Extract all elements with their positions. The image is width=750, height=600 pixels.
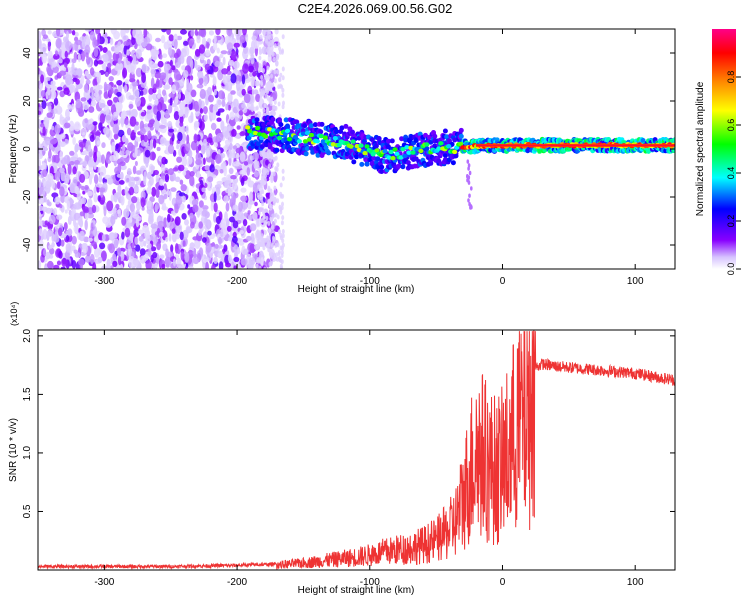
x-tick-label: 100 — [627, 577, 644, 588]
snr-y-ticks: 0.5 1.0 1.5 2.0 — [22, 328, 675, 518]
x-tick-label: 0 — [500, 577, 506, 588]
snr-y-multiplier: (x10⁴) — [9, 302, 19, 326]
colorbar-tick-label: 0.2 — [726, 215, 736, 228]
y-tick-label: 0.5 — [22, 504, 33, 518]
x-tick-label: -100 — [360, 276, 380, 287]
colorbar-tick-label: 0.8 — [726, 71, 736, 84]
y-tick-label: 2.0 — [22, 328, 33, 342]
spectrogram-y-label: Frequency (Hz) — [8, 115, 19, 184]
spectrogram-x-ticks: -300 -200 -100 0 100 — [94, 29, 644, 287]
snr-frame — [37, 329, 676, 571]
x-tick-label: -200 — [227, 276, 247, 287]
colorbar-tick-label: 0.6 — [726, 119, 736, 132]
spectrogram-y-ticks: -40 -20 0 20 40 — [22, 47, 675, 252]
x-tick-label: -100 — [360, 577, 380, 588]
spectrogram-heatmap — [38, 29, 675, 269]
x-tick-label: -300 — [94, 276, 114, 287]
colorbar-tick-label: 0.0 — [726, 263, 736, 276]
x-tick-label: 0 — [500, 276, 506, 287]
spectrogram-x-label: Height of straight line (km) — [298, 284, 415, 295]
snr-x-ticks: -300 -200 -100 0 100 — [94, 330, 644, 588]
y-tick-label: 40 — [22, 47, 33, 59]
snr-x-label: Height of straight line (km) — [298, 585, 415, 596]
snr-series-line — [38, 330, 675, 570]
y-tick-label: 1.5 — [22, 387, 33, 401]
y-tick-label: -20 — [22, 189, 33, 204]
y-tick-label: 1.0 — [22, 446, 33, 460]
x-tick-label: -200 — [227, 577, 247, 588]
x-tick-label: 100 — [627, 276, 644, 287]
figure-title: C2E4.2026.069.00.56.G02 — [297, 1, 453, 16]
colorbar-tick-label: 0.4 — [726, 167, 736, 180]
colorbar-label: Normalized spectral amplitude — [695, 81, 706, 216]
y-tick-label: 0 — [22, 146, 33, 152]
y-tick-label: -40 — [22, 237, 33, 252]
colorbar: 0.0 0.2 0.4 0.6 0.8 Normalized spectral ampl… — [695, 29, 741, 275]
colorbar-ticks: 0.0 0.2 0.4 0.6 0.8 — [726, 71, 741, 276]
x-tick-label: -300 — [94, 577, 114, 588]
snr-y-label: SNR (10 * v/v) — [8, 418, 19, 482]
colorbar-scale — [712, 29, 736, 269]
snr-panel: -300 -200 -100 0 100 0.5 1.0 1.5 2.0 Height of … — [8, 302, 676, 596]
y-tick-label: 20 — [22, 95, 33, 107]
